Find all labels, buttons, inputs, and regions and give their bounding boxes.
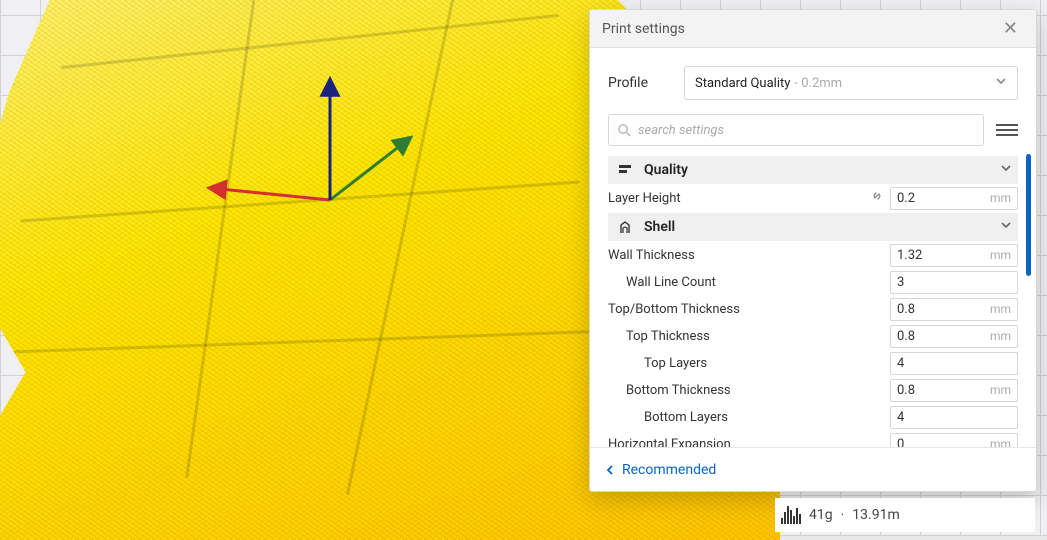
setting-label: Top Thickness xyxy=(626,329,710,344)
stat-separator: · xyxy=(841,507,845,523)
chevron-down-icon xyxy=(995,75,1007,91)
recommended-button[interactable]: Recommended xyxy=(604,462,716,478)
footer-stats: 41g · 13.91m xyxy=(775,498,1035,532)
setting-label: Wall Thickness xyxy=(608,248,695,263)
setting-label: Top/Bottom Thickness xyxy=(608,302,740,317)
link-icon[interactable] xyxy=(870,189,884,207)
setting-wall-line-count: Wall Line Count 3 xyxy=(608,269,1018,295)
panel-header: Print settings ✕ xyxy=(590,10,1036,48)
setting-top-thickness: Top Thickness 0.8 mm xyxy=(608,323,1018,349)
shell-icon xyxy=(616,220,634,234)
setting-label: Horizontal Expansion xyxy=(608,437,731,448)
panel-title: Print settings xyxy=(602,21,997,37)
quality-icon xyxy=(616,163,634,177)
layer-height-field[interactable]: 0.2 mm xyxy=(890,187,1018,210)
setting-top-layers: Top Layers 4 xyxy=(608,350,1018,376)
profile-label: Profile xyxy=(608,75,648,91)
horizontal-expansion-field[interactable]: 0 mm xyxy=(890,433,1018,448)
setting-label: Bottom Layers xyxy=(644,410,728,425)
bottom-thickness-field[interactable]: 0.8 mm xyxy=(890,379,1018,402)
setting-bottom-thickness: Bottom Thickness 0.8 mm xyxy=(608,377,1018,403)
print-settings-panel: Print settings ✕ Profile Standard Qualit… xyxy=(589,9,1037,492)
bottom-layers-field[interactable]: 4 xyxy=(890,406,1018,429)
chevron-down-icon xyxy=(1000,162,1012,178)
settings-menu-icon[interactable] xyxy=(996,119,1018,141)
top-thickness-field[interactable]: 0.8 mm xyxy=(890,325,1018,348)
settings-scroll-area[interactable]: Quality Layer Height 0.2 mm Shell xyxy=(590,154,1036,447)
panel-footer: Recommended xyxy=(590,447,1036,491)
profile-suffix: - 0.2mm xyxy=(794,76,842,91)
section-quality[interactable]: Quality xyxy=(608,156,1018,184)
search-icon xyxy=(617,123,632,138)
chevron-down-icon xyxy=(1000,219,1012,235)
profile-select[interactable]: Standard Quality - 0.2mm xyxy=(684,66,1018,100)
search-placeholder: search settings xyxy=(638,123,724,138)
setting-label: Top Layers xyxy=(644,356,707,371)
profile-row: Profile Standard Quality - 0.2mm xyxy=(590,48,1036,108)
setting-horizontal-expansion: Horizontal Expansion 0 mm xyxy=(608,431,1018,447)
section-label: Shell xyxy=(644,219,675,235)
setting-layer-height: Layer Height 0.2 mm xyxy=(608,185,1018,211)
wall-thickness-field[interactable]: 1.32 mm xyxy=(890,244,1018,267)
section-shell[interactable]: Shell xyxy=(608,213,1018,241)
setting-label: Wall Line Count xyxy=(626,275,716,290)
material-usage-icon xyxy=(781,506,801,524)
top-bottom-thickness-field[interactable]: 0.8 mm xyxy=(890,298,1018,321)
profile-value: Standard Quality xyxy=(695,76,790,91)
chevron-left-icon xyxy=(604,464,616,476)
search-input[interactable]: search settings xyxy=(608,114,984,146)
setting-top-bottom-thickness: Top/Bottom Thickness 0.8 mm xyxy=(608,296,1018,322)
stat-length: 13.91m xyxy=(852,507,899,523)
setting-wall-thickness: Wall Thickness 1.32 mm xyxy=(608,242,1018,268)
close-icon[interactable]: ✕ xyxy=(997,14,1024,43)
search-row: search settings xyxy=(590,108,1036,154)
setting-label: Layer Height xyxy=(608,191,681,206)
top-layers-field[interactable]: 4 xyxy=(890,352,1018,375)
stat-weight: 41g xyxy=(809,507,833,523)
section-label: Quality xyxy=(644,162,688,178)
setting-label: Bottom Thickness xyxy=(626,383,731,398)
recommended-label: Recommended xyxy=(622,462,716,478)
wall-line-count-field[interactable]: 3 xyxy=(890,271,1018,294)
setting-bottom-layers: Bottom Layers 4 xyxy=(608,404,1018,430)
